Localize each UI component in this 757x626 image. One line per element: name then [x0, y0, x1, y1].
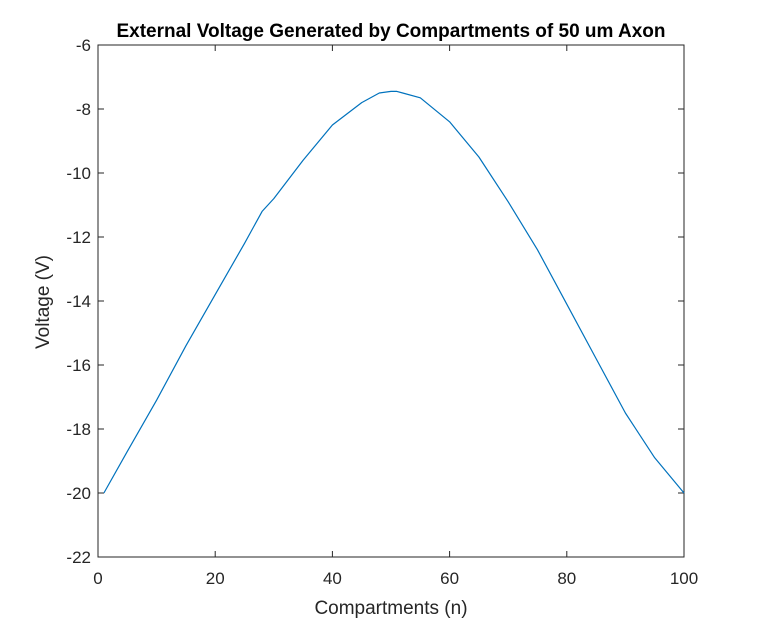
y-tick-label: -20 [66, 484, 91, 503]
y-tick-label: -12 [66, 228, 91, 247]
x-tick-label: 40 [323, 569, 342, 588]
x-axis-label: Compartments (n) [314, 598, 467, 619]
y-tick-label: -16 [66, 356, 91, 375]
series-layer [103, 90, 685, 494]
plot-area-frame [97, 44, 685, 558]
chart-title: External Voltage Generated by Compartmen… [116, 21, 665, 42]
series-line-1 [103, 90, 685, 494]
y-tick-label: -14 [66, 292, 91, 311]
y-tick-label: -6 [76, 36, 91, 55]
y-axis-label: Voltage (V) [33, 255, 54, 349]
x-tick-label: 0 [93, 569, 102, 588]
y-tick-label: -8 [76, 100, 91, 119]
x-tick-label: 20 [206, 569, 225, 588]
axes-box [97, 44, 685, 558]
y-tick-label: -10 [66, 164, 91, 183]
x-tick-label: 100 [670, 569, 698, 588]
x-axis-ticks: 0 20 40 60 80 100 [93, 45, 698, 588]
y-tick-label: -18 [66, 420, 91, 439]
x-tick-label: 60 [440, 569, 459, 588]
y-tick-label: -22 [66, 548, 91, 567]
y-axis-ticks: -22 -20 -18 -16 -14 -12 -10 -8 -6 [66, 36, 684, 567]
x-tick-label: 80 [557, 569, 576, 588]
